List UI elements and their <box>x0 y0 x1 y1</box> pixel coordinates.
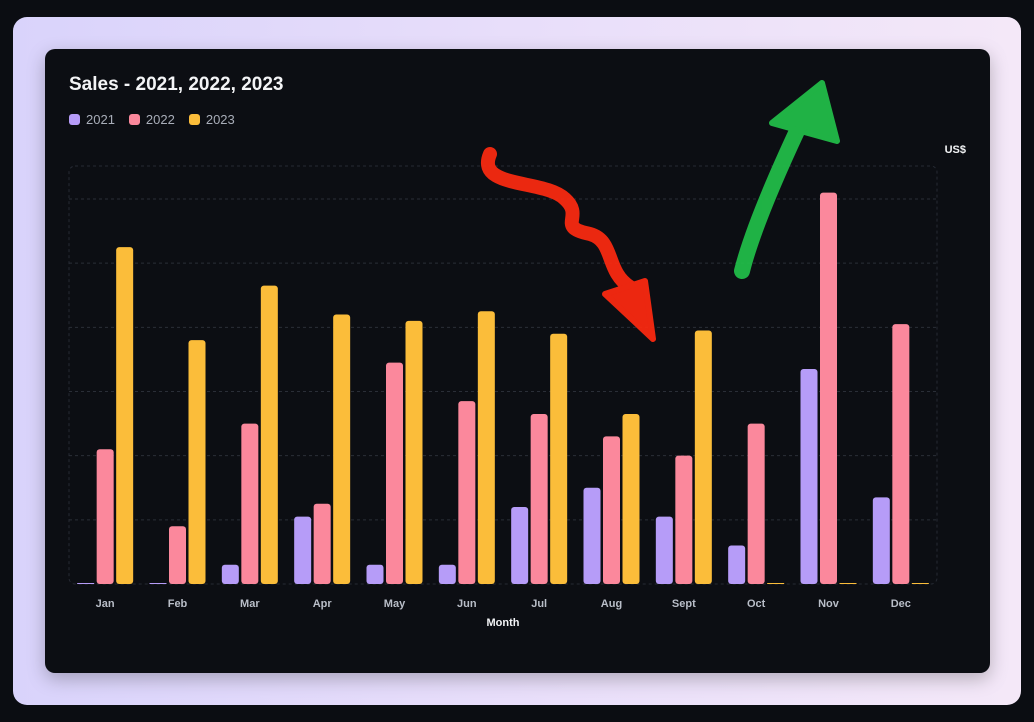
x-tick-jan: Jan <box>96 598 115 610</box>
bar-2022-jun[interactable] <box>458 401 476 584</box>
x-tick-jul: Jul <box>531 598 547 610</box>
bar-2023-may[interactable] <box>405 320 423 584</box>
x-tick-oct: Oct <box>747 598 766 610</box>
bar-2022-apr[interactable] <box>313 503 331 584</box>
bar-2023-feb[interactable] <box>188 340 206 584</box>
y-unit-label: US$ <box>944 144 966 156</box>
chart-card: Sales - 2021, 2022, 2023 2021 2022 2023 … <box>45 49 990 673</box>
x-ticks: Jan Feb Mar Apr May Jun Jul Aug Sept Oct Nov Dec <box>96 598 911 610</box>
x-axis-title: Month <box>487 617 520 629</box>
green-up-arrow <box>734 80 840 279</box>
x-tick-feb: Feb <box>168 598 188 610</box>
bar-2022-oct[interactable] <box>747 423 765 584</box>
bar-2021-apr[interactable] <box>294 516 312 584</box>
bar-2021-oct[interactable] <box>728 545 746 585</box>
bar-2023-sept[interactable] <box>694 330 712 584</box>
bar-2022-feb[interactable] <box>169 526 186 584</box>
x-tick-apr: Apr <box>313 598 333 610</box>
x-tick-mar: Mar <box>240 598 260 610</box>
bar-2021-dec[interactable] <box>872 497 890 584</box>
bar-2023-mar[interactable] <box>260 285 278 584</box>
x-tick-dec: Dec <box>891 598 911 610</box>
bar-2022-jan[interactable] <box>96 449 114 584</box>
bar-2021-jul[interactable] <box>511 507 529 584</box>
bar-2022-dec[interactable] <box>892 324 910 584</box>
bar-2022-aug[interactable] <box>603 436 620 584</box>
bar-2021-aug[interactable] <box>583 487 601 584</box>
legend: 2021 2022 2023 <box>69 112 235 127</box>
bar-2022-nov[interactable] <box>820 192 837 585</box>
x-tick-jun: Jun <box>457 598 477 610</box>
bar-2023-aug[interactable] <box>622 413 640 584</box>
bar-2023-dec[interactable] <box>911 583 929 584</box>
bar-2023-nov[interactable] <box>839 583 857 584</box>
legend-swatch-2021 <box>69 114 80 125</box>
x-tick-may: May <box>384 598 406 610</box>
grid <box>68 165 938 585</box>
legend-item-2022[interactable]: 2022 <box>128 112 175 127</box>
bar-2023-jun[interactable] <box>477 311 495 584</box>
bar-2023-oct[interactable] <box>767 583 785 584</box>
legend-swatch-2023 <box>188 114 200 125</box>
legend-swatch-2022 <box>128 114 140 125</box>
bar-2023-apr[interactable] <box>333 314 351 585</box>
red-down-arrow <box>481 147 656 342</box>
legend-item-2021[interactable]: 2021 <box>69 112 115 127</box>
legend-label-2021: 2021 <box>86 112 115 127</box>
bar-2021-mar[interactable] <box>221 564 239 584</box>
bar-2023-jan[interactable] <box>116 247 134 584</box>
bar-2021-jun[interactable] <box>438 564 456 584</box>
legend-item-2023[interactable]: 2023 <box>188 112 235 127</box>
bars <box>77 192 929 585</box>
bar-2022-jul[interactable] <box>530 413 548 584</box>
x-tick-sept: Sept <box>672 598 696 610</box>
bar-2022-mar[interactable] <box>241 423 259 584</box>
chart-title: Sales - 2021, 2022, 2023 <box>69 74 284 95</box>
bar-2021-nov[interactable] <box>800 369 818 584</box>
bar-2022-sept[interactable] <box>675 455 693 584</box>
bar-2021-may[interactable] <box>366 564 384 584</box>
chart-plot: Jan Feb Mar Apr May Jun Jul Aug Sept Oct Nov Dec Mo… <box>68 80 938 629</box>
bar-2023-jul[interactable] <box>550 333 568 584</box>
bar-2021-feb[interactable] <box>149 583 167 584</box>
bar-2021-jan[interactable] <box>77 583 95 584</box>
legend-label-2023: 2023 <box>205 112 235 127</box>
bar-2022-may[interactable] <box>386 362 403 584</box>
plot-frame <box>68 165 938 585</box>
x-tick-aug: Aug <box>601 598 622 610</box>
x-tick-nov: Nov <box>818 598 840 610</box>
legend-label-2022: 2022 <box>145 112 175 127</box>
bar-2021-sept[interactable] <box>655 516 673 584</box>
